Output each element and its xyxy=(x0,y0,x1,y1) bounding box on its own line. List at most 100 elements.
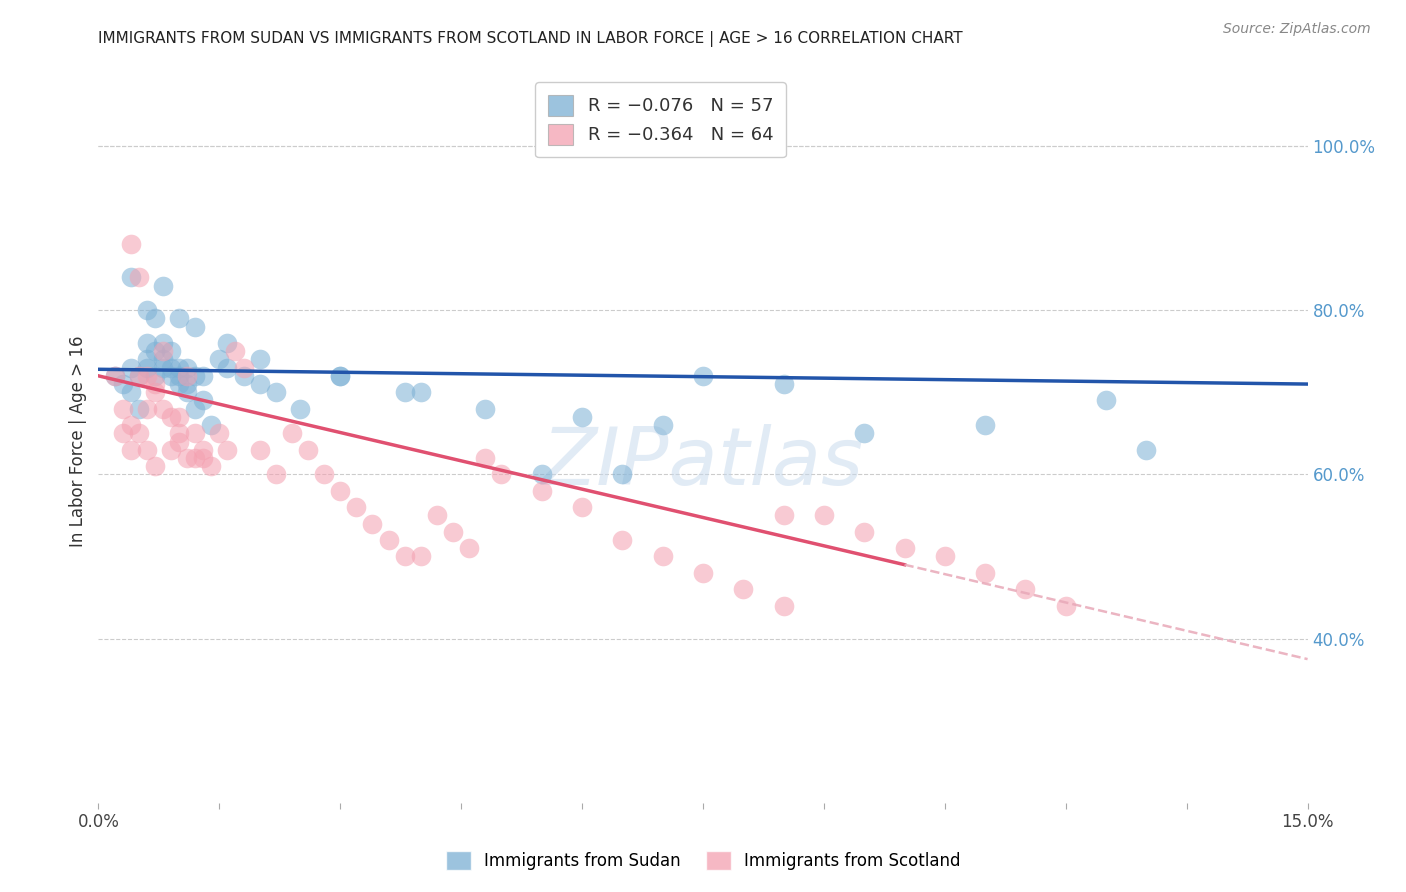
Point xyxy=(934,549,956,564)
Point xyxy=(176,450,198,465)
Point xyxy=(120,442,142,457)
Y-axis label: In Labor Force | Age > 16: In Labor Force | Age > 16 xyxy=(69,335,87,548)
Point xyxy=(160,360,183,375)
Point xyxy=(160,344,183,359)
Point xyxy=(651,418,673,433)
Point xyxy=(152,352,174,367)
Point xyxy=(458,541,481,556)
Point xyxy=(281,426,304,441)
Point xyxy=(160,368,183,383)
Point xyxy=(120,418,142,433)
Point xyxy=(813,508,835,523)
Point xyxy=(184,450,207,465)
Point xyxy=(167,409,190,424)
Point xyxy=(135,442,157,457)
Point xyxy=(176,377,198,392)
Point xyxy=(571,500,593,515)
Point xyxy=(409,549,432,564)
Point xyxy=(103,368,125,383)
Point xyxy=(314,467,336,482)
Point xyxy=(167,426,190,441)
Point xyxy=(394,385,416,400)
Point xyxy=(152,360,174,375)
Point xyxy=(128,368,150,383)
Point xyxy=(135,401,157,416)
Point xyxy=(160,442,183,457)
Point xyxy=(491,467,513,482)
Point xyxy=(184,368,207,383)
Point xyxy=(409,385,432,400)
Point xyxy=(167,377,190,392)
Point xyxy=(193,442,215,457)
Point xyxy=(612,467,634,482)
Point xyxy=(772,377,794,392)
Legend: R = −0.076   N = 57, R = −0.364   N = 64: R = −0.076 N = 57, R = −0.364 N = 64 xyxy=(536,82,786,157)
Point xyxy=(394,549,416,564)
Point xyxy=(152,344,174,359)
Point xyxy=(441,524,464,539)
Point xyxy=(152,278,174,293)
Text: IMMIGRANTS FROM SUDAN VS IMMIGRANTS FROM SCOTLAND IN LABOR FORCE | AGE > 16 CORR: IMMIGRANTS FROM SUDAN VS IMMIGRANTS FROM… xyxy=(98,31,963,47)
Point xyxy=(893,541,915,556)
Point xyxy=(176,360,198,375)
Point xyxy=(143,311,166,326)
Point xyxy=(974,566,997,580)
Point xyxy=(474,450,496,465)
Point xyxy=(193,450,215,465)
Point xyxy=(772,599,794,613)
Point xyxy=(264,467,287,482)
Point xyxy=(329,483,352,498)
Point xyxy=(200,418,222,433)
Point xyxy=(530,467,553,482)
Point xyxy=(200,459,222,474)
Point xyxy=(135,360,157,375)
Point xyxy=(184,319,207,334)
Point xyxy=(249,442,271,457)
Point xyxy=(377,533,399,547)
Point xyxy=(1135,442,1157,457)
Point xyxy=(143,377,166,392)
Point xyxy=(120,385,142,400)
Point xyxy=(128,401,150,416)
Point xyxy=(135,368,157,383)
Point xyxy=(184,426,207,441)
Point xyxy=(249,352,271,367)
Point xyxy=(111,377,134,392)
Legend: Immigrants from Sudan, Immigrants from Scotland: Immigrants from Sudan, Immigrants from S… xyxy=(439,844,967,877)
Point xyxy=(135,336,157,351)
Point xyxy=(120,237,142,252)
Point xyxy=(974,418,997,433)
Point xyxy=(329,368,352,383)
Point xyxy=(344,500,367,515)
Point xyxy=(1095,393,1118,408)
Point xyxy=(232,368,254,383)
Point xyxy=(692,368,714,383)
Point xyxy=(128,270,150,285)
Point xyxy=(152,401,174,416)
Point xyxy=(103,368,125,383)
Point xyxy=(530,483,553,498)
Point xyxy=(167,311,190,326)
Point xyxy=(297,442,319,457)
Point xyxy=(1014,582,1036,597)
Point xyxy=(184,401,207,416)
Point xyxy=(143,344,166,359)
Point xyxy=(143,385,166,400)
Point xyxy=(264,385,287,400)
Point xyxy=(733,582,755,597)
Point xyxy=(167,360,190,375)
Point xyxy=(217,336,239,351)
Point xyxy=(208,352,231,367)
Point xyxy=(176,385,198,400)
Point xyxy=(128,426,150,441)
Point xyxy=(249,377,271,392)
Point xyxy=(176,368,198,383)
Point xyxy=(772,508,794,523)
Point xyxy=(160,409,183,424)
Point xyxy=(232,360,254,375)
Point xyxy=(120,270,142,285)
Point xyxy=(111,426,134,441)
Point xyxy=(217,442,239,457)
Point xyxy=(143,459,166,474)
Point xyxy=(128,368,150,383)
